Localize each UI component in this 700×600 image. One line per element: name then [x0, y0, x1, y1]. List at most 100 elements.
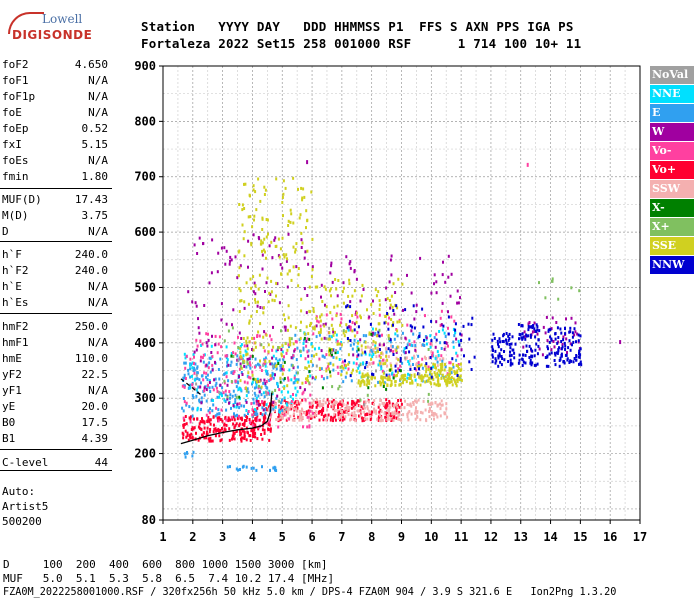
data-point	[503, 358, 506, 362]
data-point	[383, 321, 386, 325]
data-point	[455, 351, 458, 355]
data-point	[386, 403, 389, 407]
data-point	[302, 348, 305, 352]
data-point	[508, 354, 511, 358]
data-point	[527, 328, 530, 332]
data-point	[247, 215, 250, 219]
data-point	[222, 391, 225, 395]
data-point	[251, 413, 254, 417]
param-value: 3.75	[81, 209, 109, 222]
data-point	[301, 416, 304, 419]
data-point	[209, 422, 212, 426]
data-point	[310, 360, 313, 363]
data-point	[434, 356, 437, 360]
legend-item-ssw: SSW	[650, 180, 694, 198]
data-point	[460, 339, 463, 342]
data-point	[428, 356, 431, 360]
data-point	[311, 345, 314, 349]
x-tick-label: 10	[424, 530, 438, 544]
data-point	[263, 306, 265, 310]
data-point	[395, 416, 398, 420]
data-point	[273, 409, 276, 413]
data-point	[349, 339, 352, 342]
data-point	[357, 348, 360, 352]
data-point	[235, 385, 238, 389]
data-point	[535, 342, 538, 346]
autoscaling-line2: Artist5	[2, 500, 49, 513]
data-point	[331, 327, 334, 331]
data-point	[347, 362, 350, 366]
data-point	[213, 427, 216, 431]
data-point	[345, 371, 348, 375]
data-point	[240, 404, 243, 408]
data-point	[245, 438, 248, 442]
data-point	[268, 244, 271, 248]
data-point	[339, 342, 342, 346]
data-point	[382, 371, 385, 375]
data-point	[388, 280, 391, 284]
data-point	[258, 363, 261, 367]
data-point	[228, 390, 231, 393]
data-point	[272, 376, 275, 380]
data-point	[460, 348, 463, 352]
data-point	[390, 254, 393, 258]
data-point	[255, 468, 258, 472]
data-point	[383, 381, 386, 385]
data-point	[521, 324, 524, 328]
data-point	[385, 354, 388, 358]
data-point	[292, 245, 295, 249]
data-point	[408, 350, 411, 354]
data-point	[274, 236, 277, 240]
data-point	[238, 395, 241, 399]
data-point	[369, 418, 372, 422]
data-point	[252, 275, 255, 279]
data-point	[349, 417, 352, 421]
data-point	[192, 450, 195, 454]
data-point	[278, 255, 281, 259]
data-point	[330, 335, 333, 339]
data-point	[364, 366, 367, 370]
data-point	[338, 358, 341, 361]
data-point	[234, 393, 237, 397]
data-point	[577, 339, 580, 343]
data-point	[429, 342, 432, 346]
data-point	[399, 377, 402, 381]
data-point	[283, 325, 286, 329]
data-point	[432, 377, 435, 381]
data-point	[513, 351, 516, 355]
param-divider	[0, 470, 112, 471]
data-point	[509, 358, 512, 362]
data-point	[390, 294, 393, 298]
data-point	[545, 315, 548, 319]
data-point	[335, 333, 338, 337]
data-point	[440, 399, 443, 403]
legend-item-w: W	[650, 123, 694, 141]
data-point	[425, 367, 428, 371]
data-point	[211, 385, 214, 389]
data-point	[350, 413, 353, 417]
data-point	[245, 389, 248, 393]
data-point	[377, 418, 380, 422]
data-point	[260, 369, 263, 372]
data-point	[214, 343, 217, 347]
data-point	[367, 386, 370, 390]
data-point	[311, 363, 314, 367]
data-point	[316, 319, 319, 323]
data-point	[426, 374, 429, 378]
data-point	[273, 238, 276, 242]
data-point	[512, 348, 515, 352]
data-point	[214, 434, 217, 438]
data-point	[280, 354, 283, 358]
data-point	[457, 339, 460, 343]
data-point	[320, 313, 323, 317]
data-point	[293, 376, 296, 380]
data-point	[368, 361, 371, 365]
data-point	[431, 413, 434, 417]
data-point	[435, 375, 438, 379]
data-point	[324, 287, 327, 291]
data-point	[245, 365, 248, 369]
data-point	[385, 405, 388, 409]
data-point	[207, 409, 210, 413]
data-point	[309, 409, 312, 413]
data-point	[407, 418, 410, 422]
